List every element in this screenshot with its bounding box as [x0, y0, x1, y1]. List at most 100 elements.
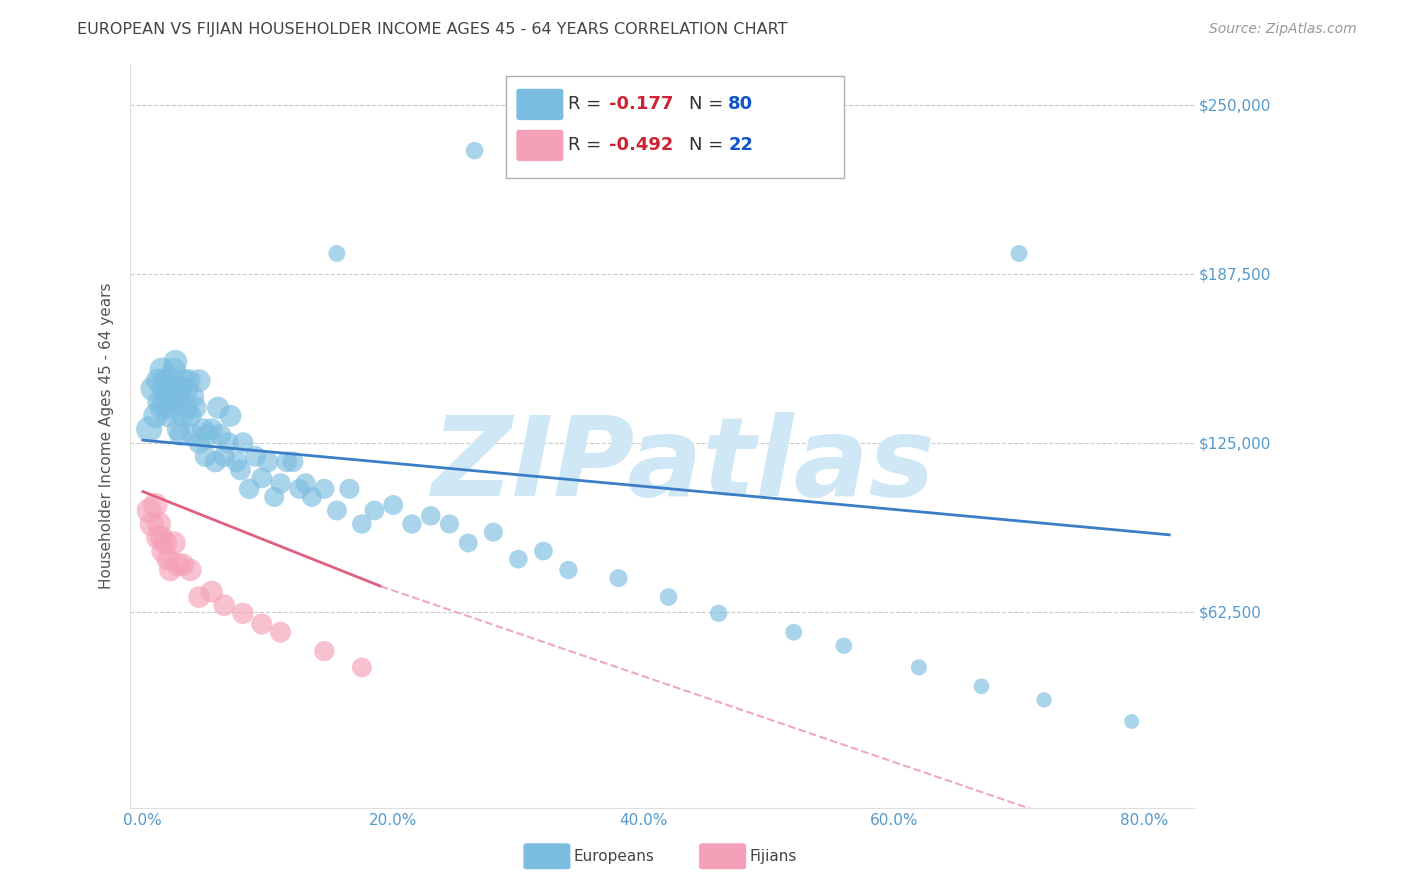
- Point: [288, 482, 311, 496]
- Point: [232, 435, 254, 450]
- Point: [294, 476, 316, 491]
- Point: [229, 463, 252, 477]
- Point: [350, 516, 373, 531]
- Point: [157, 401, 180, 415]
- Point: [145, 498, 167, 512]
- Point: [169, 382, 191, 396]
- Point: [1008, 246, 1031, 260]
- Point: [439, 516, 461, 531]
- Point: [163, 395, 186, 409]
- Point: [250, 471, 273, 485]
- Point: [156, 382, 179, 396]
- Point: [156, 409, 179, 423]
- Point: [326, 503, 349, 517]
- Point: [188, 374, 211, 388]
- Point: [557, 563, 579, 577]
- Text: EUROPEAN VS FIJIAN HOUSEHOLDER INCOME AGES 45 - 64 YEARS CORRELATION CHART: EUROPEAN VS FIJIAN HOUSEHOLDER INCOME AG…: [77, 22, 787, 37]
- Point: [155, 374, 177, 388]
- Point: [464, 144, 486, 158]
- Point: [155, 395, 177, 409]
- Point: [281, 455, 304, 469]
- Point: [181, 427, 204, 442]
- Point: [172, 409, 194, 423]
- Point: [363, 503, 385, 517]
- Text: R =: R =: [568, 95, 607, 113]
- Point: [225, 455, 247, 469]
- Point: [184, 401, 207, 415]
- Point: [212, 598, 235, 612]
- Point: [138, 422, 160, 436]
- Point: [270, 625, 292, 640]
- Point: [165, 354, 187, 368]
- Point: [179, 563, 201, 577]
- Point: [382, 498, 405, 512]
- Point: [419, 508, 441, 523]
- Point: [1121, 714, 1143, 729]
- Point: [150, 363, 173, 377]
- Text: Source: ZipAtlas.com: Source: ZipAtlas.com: [1209, 22, 1357, 37]
- Point: [350, 660, 373, 674]
- Point: [163, 363, 186, 377]
- Point: [150, 401, 173, 415]
- Point: [204, 455, 226, 469]
- Point: [138, 503, 160, 517]
- Point: [401, 516, 423, 531]
- Point: [176, 382, 198, 396]
- Text: 22: 22: [728, 136, 754, 154]
- Point: [159, 390, 181, 404]
- Point: [181, 390, 204, 404]
- Point: [257, 455, 280, 469]
- Point: [148, 395, 170, 409]
- Point: [155, 536, 177, 550]
- Point: [326, 246, 349, 260]
- Point: [201, 584, 224, 599]
- Point: [160, 374, 183, 388]
- Point: [179, 409, 201, 423]
- Point: [508, 552, 530, 566]
- Text: Fijians: Fijians: [749, 849, 797, 863]
- Point: [179, 374, 201, 388]
- Point: [314, 644, 336, 658]
- Text: 80: 80: [728, 95, 754, 113]
- Point: [531, 544, 554, 558]
- Point: [457, 536, 479, 550]
- Point: [176, 401, 198, 415]
- Point: [217, 435, 239, 450]
- Point: [146, 374, 169, 388]
- Point: [152, 544, 174, 558]
- Point: [188, 435, 211, 450]
- Point: [832, 639, 855, 653]
- Point: [212, 450, 235, 464]
- Point: [173, 374, 195, 388]
- Point: [707, 607, 730, 621]
- Text: N =: N =: [689, 95, 728, 113]
- Point: [301, 490, 323, 504]
- Point: [167, 422, 190, 436]
- Point: [172, 558, 194, 572]
- Point: [783, 625, 806, 640]
- Text: N =: N =: [689, 136, 728, 154]
- Point: [201, 422, 224, 436]
- Point: [146, 531, 169, 545]
- Point: [145, 409, 167, 423]
- Point: [209, 427, 232, 442]
- Point: [337, 482, 360, 496]
- Text: -0.492: -0.492: [609, 136, 673, 154]
- Point: [970, 679, 993, 693]
- Point: [169, 427, 191, 442]
- Point: [194, 450, 217, 464]
- Y-axis label: Householder Income Ages 45 - 64 years: Householder Income Ages 45 - 64 years: [100, 283, 114, 590]
- Point: [156, 552, 179, 566]
- Point: [263, 490, 285, 504]
- Point: [245, 450, 267, 464]
- Text: ZIPatlas: ZIPatlas: [432, 412, 935, 519]
- Point: [163, 536, 186, 550]
- Point: [219, 409, 242, 423]
- Point: [142, 382, 165, 396]
- Point: [191, 422, 214, 436]
- Point: [270, 476, 292, 491]
- Point: [276, 455, 298, 469]
- Point: [150, 531, 173, 545]
- Point: [908, 660, 931, 674]
- Point: [188, 590, 211, 604]
